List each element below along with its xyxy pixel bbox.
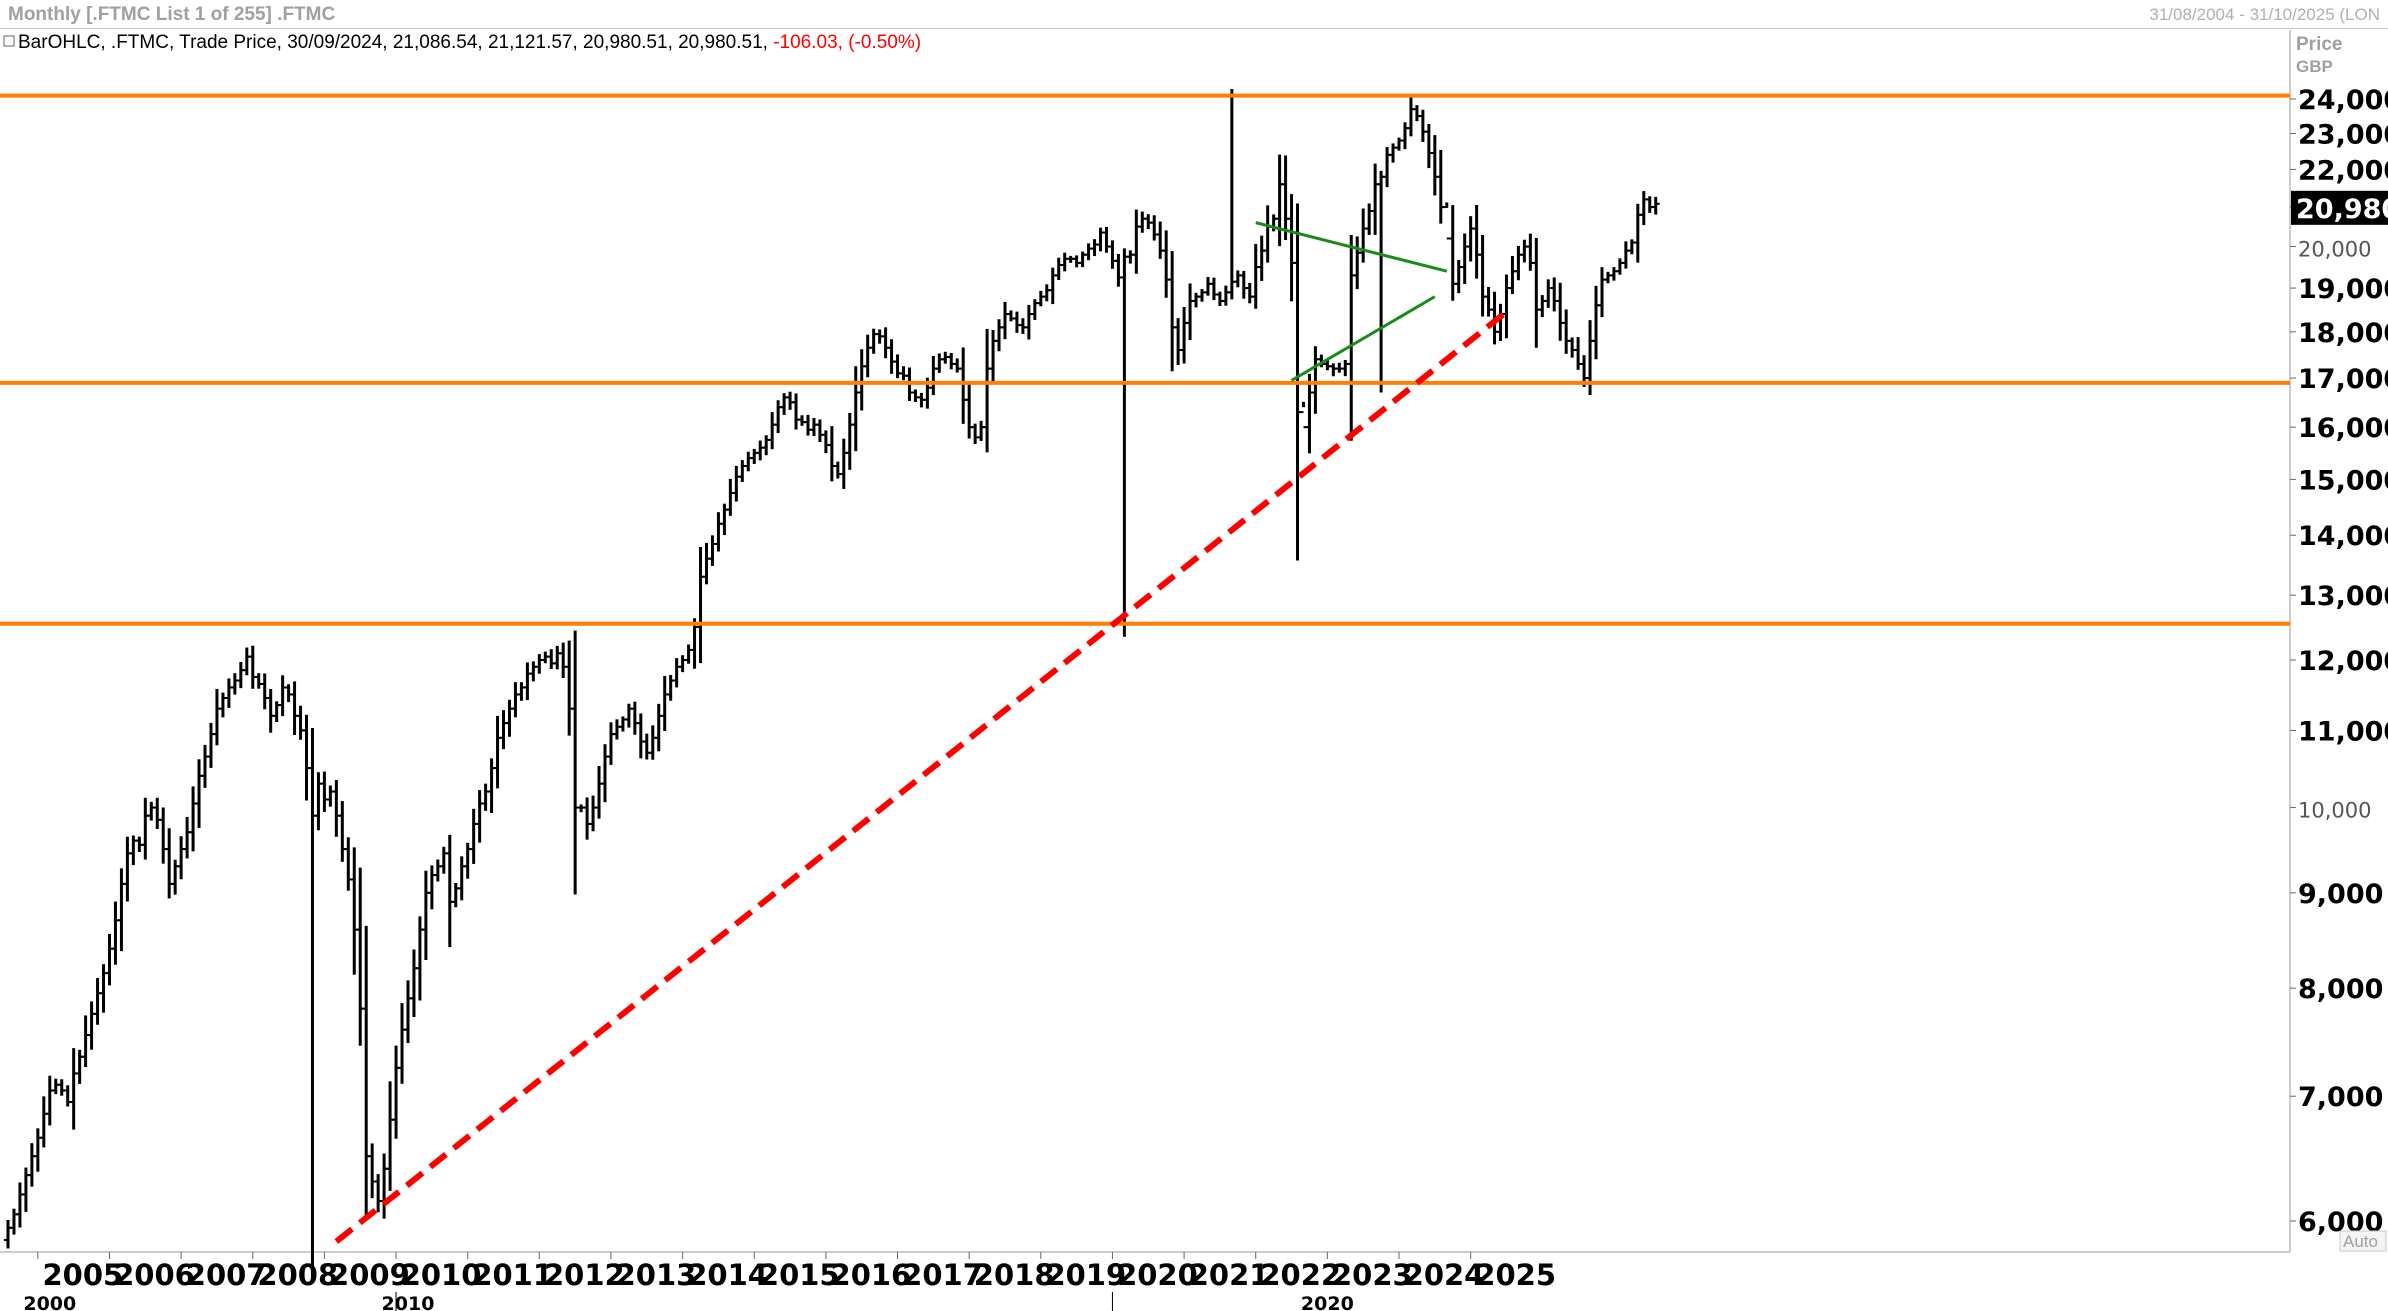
support-trendline [334,309,1509,1244]
auto-scale-label: Auto [2343,1232,2378,1251]
time-tick-label: 2013 [616,1258,697,1292]
time-tick-label: 2018 [974,1258,1055,1292]
last-price-tag-box [2291,190,2388,225]
ohlc-bars [4,88,1660,1277]
price-tick-label: 20,000 [2298,238,2371,262]
time-tick-label: 2024 [1404,1258,1485,1292]
triangle-upper-line [1255,221,1448,273]
window-title-bar: Monthly [.FTMC List 1 of 255] .FTMC 31/0… [0,0,2388,29]
legend-ohlc-values: BarOHLC, .FTMC, Trade Price, 30/09/2024,… [18,32,921,53]
chart-date-range: 31/08/2004 - 31/10/2025 (LON [2149,5,2380,24]
price-tick-label: 18,000 [2298,318,2388,349]
price-tick-label: 7,000 [2298,1082,2383,1113]
price-tick-label: 12,000 [2298,646,2388,677]
price-tick-label: 10,000 [2298,799,2371,823]
decade-label: 2010 [382,1293,435,1311]
time-tick-label: 2011 [472,1258,553,1292]
currency-axis-title: GBP [2296,57,2333,76]
time-tick-label: 2016 [831,1258,912,1292]
time-tick-label: 2006 [114,1258,195,1292]
time-tick-label: 2008 [257,1258,338,1292]
time-tick-label: 2017 [902,1258,983,1292]
price-tick-label: 8,000 [2298,974,2383,1005]
legend-marker-icon [3,35,15,47]
price-tick-label: 16,000 [2298,413,2388,444]
price-tick-label: 17,000 [2298,364,2388,395]
time-tick-label: 2020 [1117,1258,1198,1292]
drawn-trendlines [0,93,2290,1244]
triangle-lower-line [1290,295,1436,382]
last-price-tag: 20,980 [2291,190,2388,225]
price-tick-label: 24,000 [2298,85,2388,116]
price-tick-label: 11,000 [2298,716,2388,747]
last-price-tag-label: 20,980 [2296,194,2388,225]
price-tick-label: 22,000 [2298,155,2388,186]
price-tick-label: 13,000 [2298,581,2388,612]
time-tick-label: 2019 [1045,1258,1126,1292]
time-tick-label: 2014 [687,1258,768,1292]
time-tick-label: 2023 [1332,1258,1413,1292]
decade-label: 2020 [1301,1293,1354,1311]
time-tick-label: 2012 [544,1258,625,1292]
price-tick-label: 19,000 [2298,274,2388,305]
price-tick-label: 15,000 [2298,465,2388,496]
price-tick-label: 23,000 [2298,119,2388,150]
time-tick-label: 2010 [401,1258,482,1292]
legend-values-text: BarOHLC, .FTMC, Trade Price, 30/09/2024,… [18,32,768,53]
legend-change-text: -106.03, (-0.50%) [773,32,921,53]
price-tick-label: 14,000 [2298,521,2388,552]
time-tick-label: 2009 [329,1258,410,1292]
time-tick-label: 2007 [186,1258,267,1292]
time-tick-label: 2015 [759,1258,840,1292]
auto-scale-button[interactable] [2339,1230,2387,1252]
legend: BarOHLC, .FTMC, Trade Price, 30/09/2024,… [3,32,921,53]
time-axis: 2005200620072008200920102011201220132014… [23,1252,1556,1311]
time-tick-label: 2021 [1189,1258,1270,1292]
time-tick-label: 2022 [1260,1258,1341,1292]
time-tick-label: 2025 [1475,1258,1556,1292]
price-axis: 6,0007,0008,0009,00010,00011,00012,00013… [2290,85,2388,1238]
chart-window-title: Monthly [.FTMC List 1 of 255] .FTMC [8,4,336,25]
time-tick-label: 2005 [42,1258,123,1292]
decade-label: 2000 [23,1293,76,1311]
price-tick-label: 9,000 [2298,879,2383,910]
price-axis-title: Price [2296,34,2342,55]
